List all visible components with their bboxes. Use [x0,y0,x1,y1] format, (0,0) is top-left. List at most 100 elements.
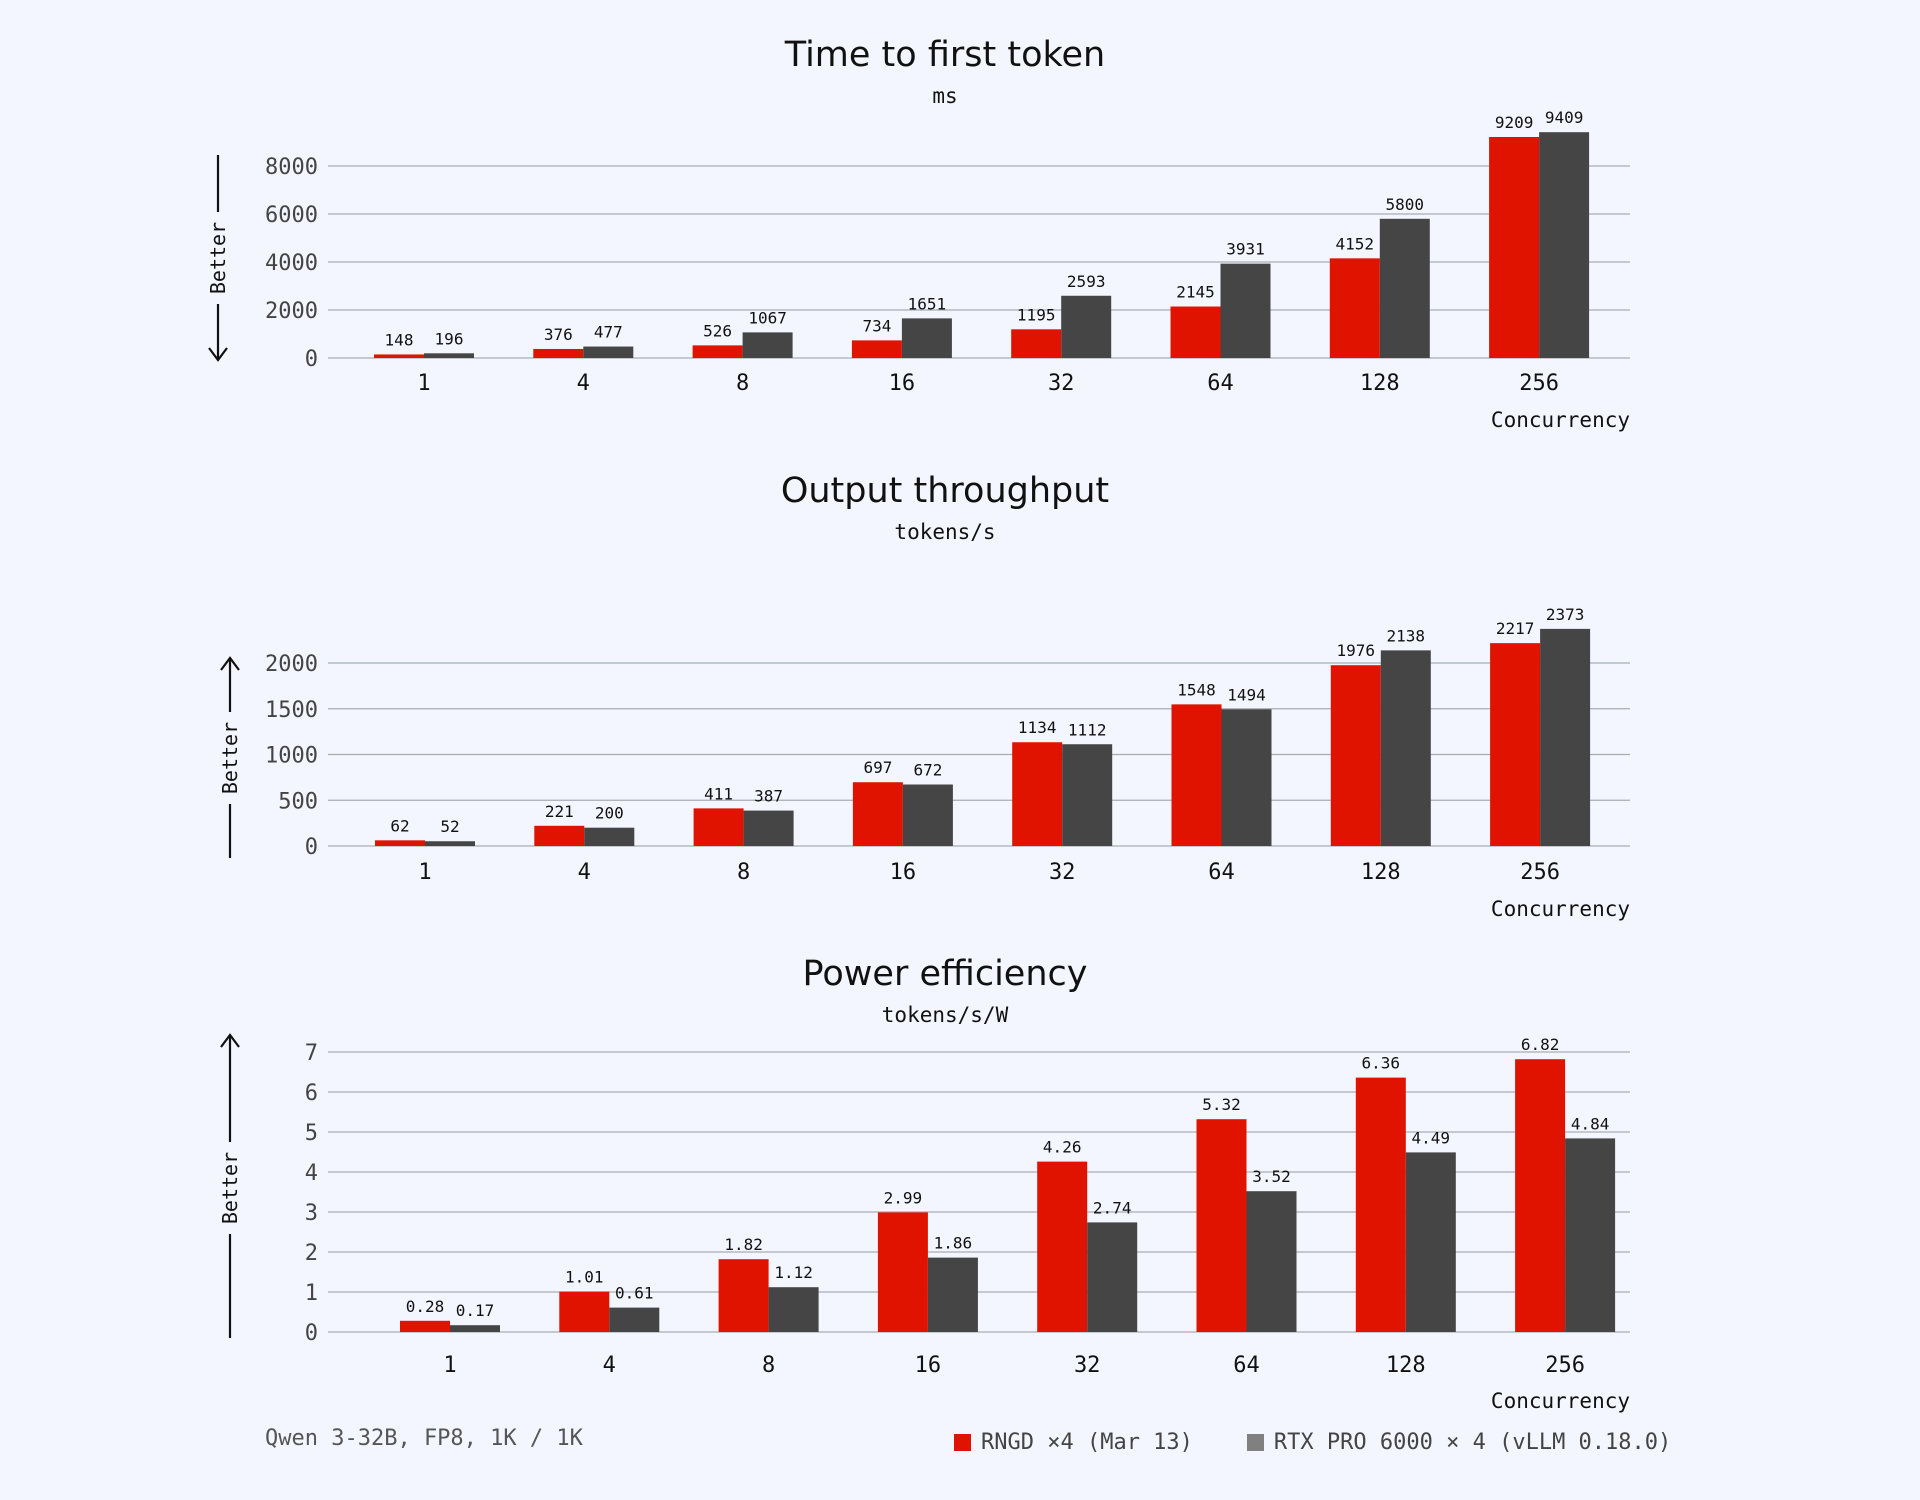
y-tick-throughput: 0 [305,835,318,860]
bar-rtx-power [1246,1191,1297,1332]
chart-unit-ttft: ms [932,84,957,108]
value-label-rtx-ttft: 1651 [908,294,947,313]
y-tick-throughput: 500 [278,789,318,814]
chart-unit-throughput: tokens/s [894,520,995,544]
value-label-rngd-power: 0.28 [406,1297,445,1316]
bar-rtx-ttft [1539,132,1590,358]
y-tick-power: 6 [305,1081,318,1106]
value-label-rtx-power: 3.52 [1252,1167,1291,1186]
bar-rtx-power [450,1325,500,1332]
x-tick-throughput: 16 [890,860,917,885]
value-label-rtx-throughput: 2138 [1387,626,1426,645]
y-tick-power: 3 [305,1201,318,1226]
bar-rngd-power [400,1320,450,1332]
bar-rtx-ttft [901,318,952,358]
y-tick-throughput: 1000 [265,744,318,769]
bar-rtx-power [768,1287,819,1332]
bar-rngd-ttft [1170,306,1221,358]
x-tick-ttft: 32 [1048,371,1075,396]
value-label-rtx-ttft: 2593 [1067,272,1106,291]
bar-rngd-power [1355,1077,1406,1332]
bar-rngd-power [1196,1119,1247,1332]
x-tick-power: 8 [762,1353,775,1378]
value-label-rngd-power: 6.36 [1362,1054,1401,1073]
chart-title-ttft: Time to first token [784,35,1105,75]
y-tick-power: 5 [305,1121,318,1146]
y-tick-power: 4 [305,1161,318,1186]
value-label-rngd-power: 1.82 [724,1235,763,1254]
bar-rngd-ttft [374,354,424,358]
value-label-rtx-power: 1.86 [934,1234,973,1253]
value-label-rtx-throughput: 387 [754,787,783,806]
bar-rtx-throughput [743,810,794,846]
bar-rngd-ttft [1489,136,1540,358]
bar-rtx-ttft [424,353,474,358]
bar-rtx-throughput [425,841,475,846]
bar-rtx-ttft [583,346,634,358]
x-tick-ttft: 8 [736,371,749,396]
bar-rtx-ttft [1061,295,1112,358]
bar-rngd-throughput [852,782,903,846]
bar-rtx-throughput [1062,744,1113,846]
chart-title-throughput: Output throughput [781,471,1109,511]
value-label-rngd-throughput: 2217 [1496,619,1535,638]
value-label-rngd-ttft: 376 [544,325,573,344]
bar-rtx-throughput [1380,650,1431,846]
value-label-rtx-ttft: 1067 [748,308,787,327]
legend-label-rtx: RTX PRO 6000 × 4 (vLLM 0.18.0) [1273,1430,1672,1455]
y-tick-power: 7 [305,1041,318,1066]
x-tick-ttft: 128 [1360,371,1400,396]
value-label-rngd-throughput: 411 [704,784,733,803]
value-label-rngd-ttft: 734 [862,316,891,335]
x-axis-label-throughput: Concurrency [1491,897,1630,921]
footer-note: Qwen 3-32B, FP8, 1K / 1K [265,1426,583,1451]
better-arrow-up-icon [220,656,240,671]
bar-rngd-ttft [692,345,743,358]
value-label-rngd-ttft: 526 [703,321,732,340]
y-tick-power: 0 [305,1321,318,1346]
x-tick-throughput: 4 [578,860,591,885]
value-label-rtx-throughput: 2373 [1546,605,1585,624]
bar-rngd-ttft [1329,258,1380,358]
value-label-rngd-ttft: 1195 [1017,305,1056,324]
value-label-rngd-ttft: 148 [385,330,414,349]
x-tick-throughput: 32 [1049,860,1076,885]
better-label-ttft: Better [206,222,230,294]
value-label-rtx-throughput: 52 [440,817,459,836]
value-label-rngd-ttft: 9209 [1495,113,1534,132]
value-label-rngd-throughput: 1976 [1337,641,1376,660]
x-tick-power: 4 [603,1353,616,1378]
value-label-rngd-power: 5.32 [1202,1095,1241,1114]
bar-rtx-power [609,1307,660,1332]
bar-rtx-throughput [1221,709,1272,846]
value-label-rtx-throughput: 672 [913,761,942,780]
x-tick-throughput: 1 [418,860,431,885]
value-label-rtx-power: 0.61 [615,1284,654,1303]
bar-rtx-throughput [584,827,635,846]
y-tick-ttft: 4000 [265,251,318,276]
bar-rtx-throughput [1540,628,1591,846]
better-arrow-down-icon [208,347,228,362]
value-label-rngd-power: 1.01 [565,1268,604,1287]
value-label-rtx-throughput: 1494 [1227,685,1266,704]
bar-rtx-throughput [902,784,953,846]
legend-item-rngd: RNGD ×4 (Mar 13) [954,1430,1193,1455]
legend: RNGD ×4 (Mar 13) RTX PRO 6000 × 4 (vLLM … [954,1430,1671,1455]
x-axis-label-power: Concurrency [1491,1389,1630,1413]
value-label-rngd-ttft: 4152 [1336,234,1375,253]
bar-rngd-throughput [1012,742,1063,846]
bar-rngd-throughput [693,808,744,846]
value-label-rtx-ttft: 3931 [1226,240,1265,259]
y-tick-throughput: 1500 [265,698,318,723]
y-tick-ttft: 0 [305,347,318,372]
value-label-rtx-throughput: 200 [595,804,624,823]
bar-rtx-ttft [742,332,793,358]
value-label-rngd-power: 4.26 [1043,1138,1082,1157]
bar-rngd-power [718,1259,769,1332]
bar-rngd-throughput [534,825,585,846]
x-tick-throughput: 256 [1520,860,1560,885]
x-tick-throughput: 128 [1361,860,1401,885]
legend-swatch-rngd [954,1434,971,1451]
value-label-rngd-power: 6.82 [1521,1035,1560,1054]
